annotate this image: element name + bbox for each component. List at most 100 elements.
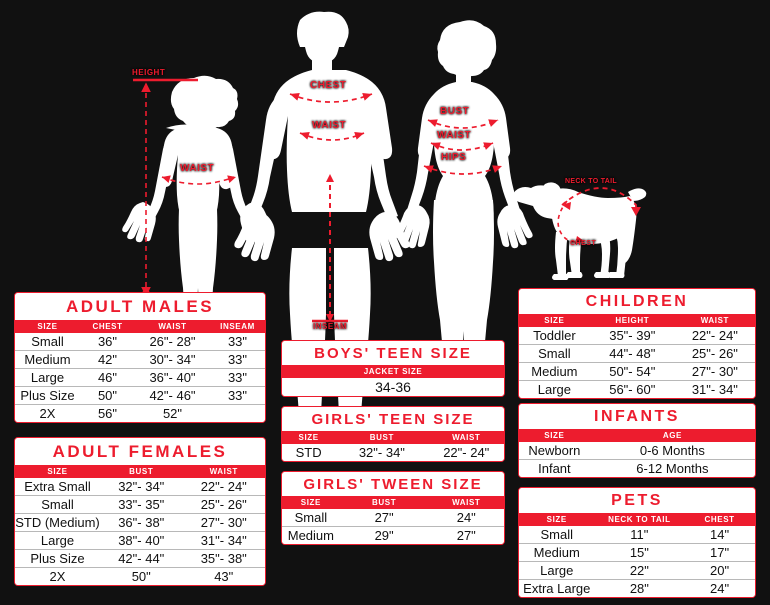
table-row: 2X 56" 52" xyxy=(15,403,265,422)
cell-chest: 14" xyxy=(684,526,755,544)
table-header-row: SIZE BUST WAIST xyxy=(15,464,265,478)
table-row: Small 36" 26"- 28" 33" xyxy=(15,332,265,351)
table-row: Small 44"- 48" 25"- 26" xyxy=(519,344,755,363)
table-row: Extra Large 28" 24" xyxy=(519,579,755,598)
table-title-girls-teen: GIRLS' TEEN SIZE xyxy=(282,407,504,432)
child-figure xyxy=(122,75,274,307)
female-bust-girth xyxy=(427,119,499,129)
cell-chest: 42" xyxy=(80,349,135,369)
column-header: JACKET SIZE xyxy=(282,365,504,379)
male-inseam-dimension xyxy=(312,174,348,323)
cell-waist: 25"- 26" xyxy=(674,344,755,363)
cell-bust: 33"- 35" xyxy=(100,494,183,514)
male-waist-girth xyxy=(299,131,365,141)
table-row: 34-36 xyxy=(282,378,504,397)
cell-size: 2X xyxy=(15,403,80,422)
table-title-adult-males: ADULT MALES xyxy=(15,293,265,320)
cell-neck-to-tail: 15" xyxy=(594,543,685,562)
column-header: INSEAM xyxy=(210,319,265,333)
cell-bust: 29" xyxy=(339,526,429,545)
cell-size: Plus Size xyxy=(15,548,100,568)
table-row: Large 46" 36"- 40" 33" xyxy=(15,367,265,387)
cell-size: 2X xyxy=(15,566,100,585)
column-header: SIZE xyxy=(519,429,590,443)
column-header: SIZE xyxy=(519,513,595,527)
cell-size: Plus Size xyxy=(15,385,80,405)
table-row: Large 22" 20" xyxy=(519,561,755,580)
cell-bust: 50" xyxy=(100,566,183,585)
cell-bust: 36"- 38" xyxy=(100,512,183,532)
cell-size: Small xyxy=(282,509,340,527)
cell-size: Medium xyxy=(282,526,340,545)
cell-waist: 35"- 38" xyxy=(182,548,265,568)
table-pets: PETS SIZE NECK TO TAIL CHEST Small 11" 1… xyxy=(518,487,756,599)
table-boys-teen: BOYS' TEEN SIZE JACKET SIZE 34-36 xyxy=(281,340,505,398)
cell-waist: 22"- 24" xyxy=(428,444,504,462)
cell-inseam: 33" xyxy=(210,349,265,369)
table-row: STD (Medium) 36"- 38" 27"- 30" xyxy=(15,512,265,532)
cell-waist: 27"- 30" xyxy=(674,362,755,381)
female-waist-girth xyxy=(430,142,494,151)
column-header: NECK TO TAIL xyxy=(594,513,685,527)
table-row: Medium 29" 27" xyxy=(282,526,504,545)
table-header-row: SIZE BUST WAIST xyxy=(282,496,504,510)
cell-waist: 36"- 40" xyxy=(135,367,210,387)
table-row: Small 11" 14" xyxy=(519,526,755,544)
cell-size: STD (Medium) xyxy=(15,512,100,532)
cell-size: Large xyxy=(519,380,590,399)
table-title-children: CHILDREN xyxy=(519,289,755,315)
table-row: Medium 50"- 54" 27"- 30" xyxy=(519,362,755,381)
column-header: BUST xyxy=(335,431,429,445)
male-chest-girth xyxy=(289,92,373,103)
column-header: WAIST xyxy=(674,314,755,328)
cell-waist: 27"- 30" xyxy=(182,512,265,532)
cell-size: Medium xyxy=(519,362,590,381)
table-row: STD 32"- 34" 22"- 24" xyxy=(282,444,504,462)
dog-neck-to-tail-label: NECK TO TAIL xyxy=(565,178,617,185)
table-girls-tween: GIRLS' TWEEN SIZE SIZE BUST WAIST Small … xyxy=(281,471,505,546)
cell-size: Small xyxy=(519,344,590,363)
table-header-row: SIZE AGE xyxy=(519,429,755,443)
cell-size: Medium xyxy=(519,543,595,562)
column-header: CHEST xyxy=(684,513,755,527)
table-children: CHILDREN SIZE HEIGHT WAIST Toddler 35"- … xyxy=(518,288,756,400)
table-header-row: SIZE CHEST WAIST INSEAM xyxy=(15,319,265,333)
column-header: WAIST xyxy=(428,496,504,510)
cell-bust: 32"- 34" xyxy=(335,444,429,462)
table-infants: INFANTS SIZE AGE Newborn 0-6 Months Infa… xyxy=(518,403,756,479)
cell-waist: 22"- 24" xyxy=(182,477,265,496)
column-header: WAIST xyxy=(428,431,504,445)
cell-jacket-size: 34-36 xyxy=(282,378,504,397)
table-girls-teen: GIRLS' TEEN SIZE SIZE BUST WAIST STD 32"… xyxy=(281,406,505,463)
dog-figure xyxy=(514,182,647,280)
cell-waist: 42"- 46" xyxy=(135,385,210,405)
cell-waist: 31"- 34" xyxy=(674,380,755,399)
column-header: SIZE xyxy=(15,464,100,478)
cell-inseam: 33" xyxy=(210,332,265,351)
cell-waist: 27" xyxy=(428,526,504,545)
cell-neck-to-tail: 11" xyxy=(594,526,685,544)
cell-size: Large xyxy=(519,561,595,580)
cell-chest: 20" xyxy=(684,561,755,580)
table-header-row: SIZE BUST WAIST xyxy=(282,431,504,445)
child-waist-girth xyxy=(161,175,236,185)
table-row: Small 27" 24" xyxy=(282,509,504,527)
cell-chest: 36" xyxy=(80,332,135,351)
column-header: WAIST xyxy=(182,464,265,478)
cell-bust: 38"- 40" xyxy=(100,530,183,550)
table-row: Large 56"- 60" 31"- 34" xyxy=(519,380,755,399)
cell-size: Large xyxy=(15,367,80,387)
cell-chest: 56" xyxy=(80,403,135,422)
cell-inseam: 33" xyxy=(210,385,265,405)
table-header-row: SIZE NECK TO TAIL CHEST xyxy=(519,513,755,527)
cell-bust: 32"- 34" xyxy=(100,477,183,496)
cell-chest: 50" xyxy=(80,385,135,405)
cell-inseam xyxy=(210,403,265,422)
table-row: Medium 15" 17" xyxy=(519,543,755,562)
table-row: Plus Size 42"- 44" 35"- 38" xyxy=(15,548,265,568)
male-waist-label: WAIST xyxy=(312,120,347,131)
column-header: HEIGHT xyxy=(589,314,675,328)
